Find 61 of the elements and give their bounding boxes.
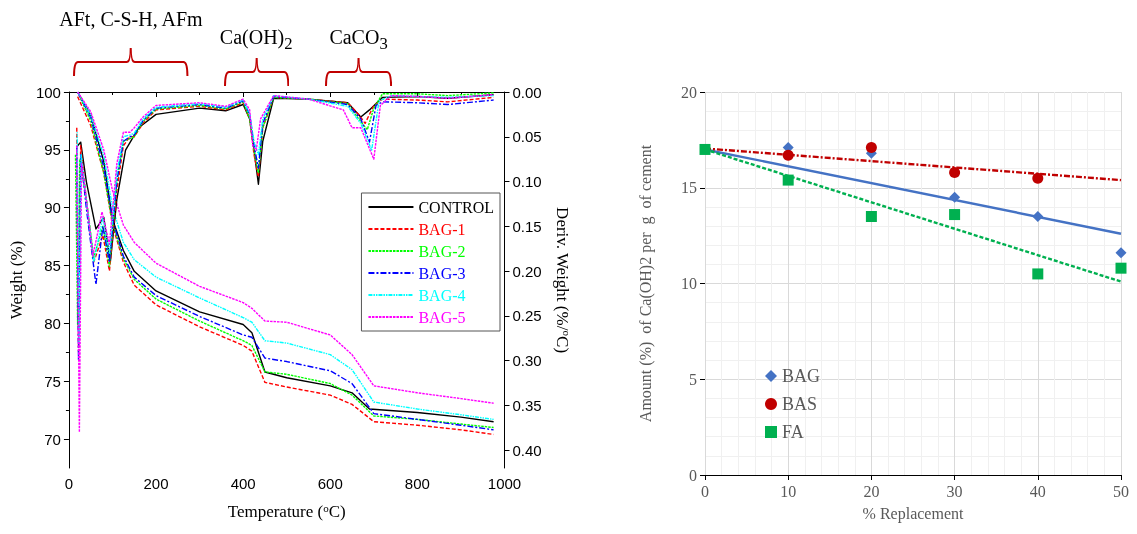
legend-label: BAS [782, 394, 818, 414]
point [949, 191, 961, 203]
x-axis-title: % Replacement [862, 504, 964, 523]
legend-label: BAG [782, 366, 821, 386]
x-tick-label: 800 [404, 475, 430, 492]
x-tick-label: 10 [780, 482, 797, 500]
y-tick-label: 100 [35, 83, 61, 101]
y2-tick-label: 0.25 [512, 307, 542, 325]
y-tick-label: 75 [44, 372, 61, 390]
point [949, 166, 961, 178]
y2-axis-title: Deriv. Weight (%/oC) [552, 207, 573, 354]
y2-tick-label: 0.10 [512, 173, 542, 191]
x-tick-label: 0 [701, 482, 709, 500]
legend-label: BAG-4 [418, 286, 466, 304]
text: CaCO$_{3}$ [329, 26, 388, 53]
y2-tick-label: 0.30 [512, 352, 542, 370]
legend-label: BAG-1 [418, 220, 466, 238]
y2-tick-label: 0.35 [512, 396, 542, 414]
y-axis-title: Weight (%) [7, 240, 26, 320]
y2-tick-label: 0.00 [512, 83, 542, 101]
legend-label: BAG-2 [418, 242, 466, 260]
y2-tick-label: 0.40 [512, 441, 542, 459]
x-tick-label: 600 [317, 475, 343, 492]
y-tick-label: 70 [44, 430, 61, 448]
point [949, 209, 961, 221]
y2-tick-label: 0.20 [512, 262, 542, 280]
point [699, 143, 711, 155]
x-tick-label: 30 [946, 482, 963, 500]
point [865, 210, 877, 222]
x-tick-label: 1000 [487, 475, 522, 492]
point [782, 149, 794, 161]
legend-label: CONTROL [418, 198, 495, 216]
legend-label: FA [782, 422, 804, 442]
y-tick-label: 10 [681, 275, 697, 292]
x-tick-label: 200 [143, 475, 169, 492]
x-tick-label: 20 [863, 482, 880, 500]
y-tick-label: 15 [681, 179, 697, 197]
y-tick-label: 5 [689, 370, 697, 388]
y-tick-label: 95 [44, 141, 61, 159]
y-tick-label: 85 [44, 257, 61, 275]
text: AFt, C-S-H, AFm [59, 8, 203, 30]
point [782, 174, 794, 186]
point [1115, 262, 1127, 274]
text: Ca(OH)$_{2}$ [219, 26, 293, 53]
legend-label: BAG-3 [418, 264, 466, 282]
x-tick-label: 400 [230, 475, 256, 492]
y2-tick-label: 0.15 [512, 217, 542, 235]
y-tick-label: 20 [681, 83, 697, 101]
legend-label: BAG-5 [418, 308, 466, 326]
x-tick-label: 0 [64, 475, 74, 492]
y-tick-label: 80 [44, 314, 61, 332]
y-axis-title: Amount (%) of Ca(OH)2 per g of cement [636, 144, 655, 423]
y-tick-label: 90 [44, 199, 61, 217]
x-tick-label: 40 [1029, 482, 1046, 500]
y2-tick-label: 0.05 [512, 128, 542, 146]
x-tick-label: 50 [1113, 482, 1129, 500]
point [1032, 172, 1044, 184]
point [1115, 247, 1127, 259]
point [1032, 210, 1044, 222]
point [1032, 268, 1044, 280]
point [865, 142, 877, 154]
